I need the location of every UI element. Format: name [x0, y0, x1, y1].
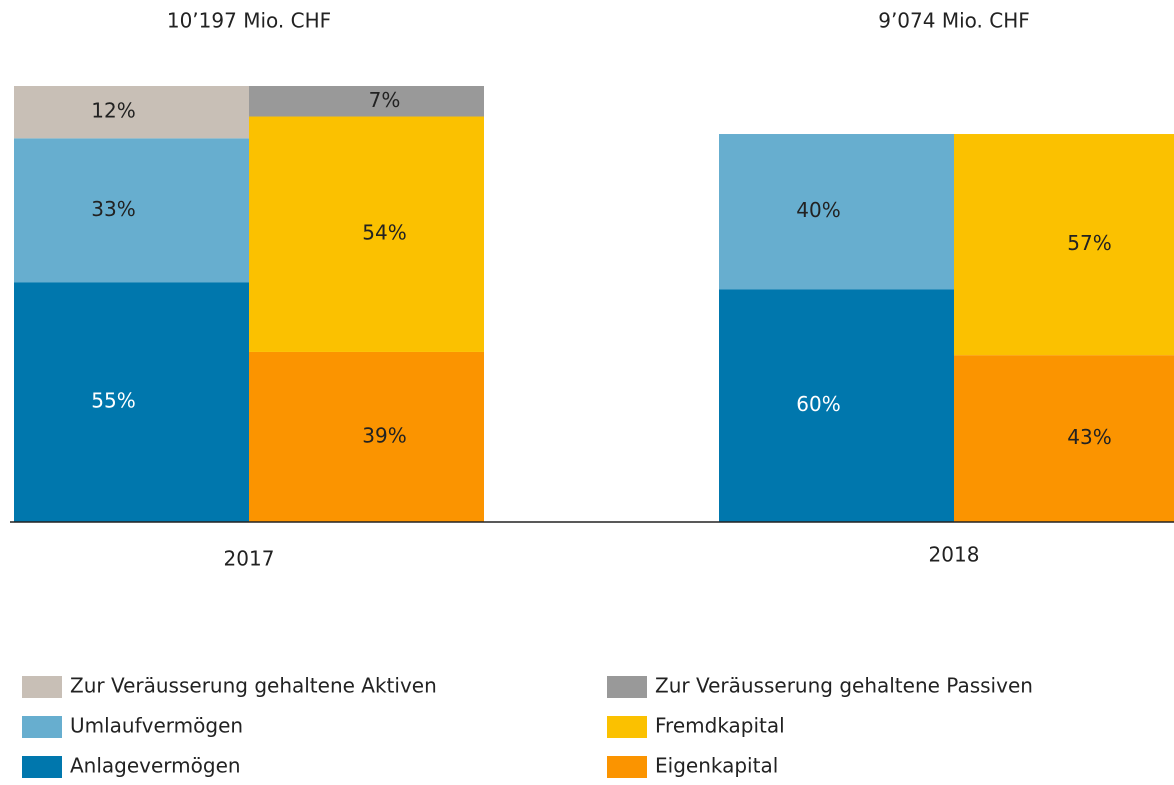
bar-segment: [249, 351, 484, 522]
bar-segment: [14, 282, 249, 522]
legend-label: Umlaufvermögen: [70, 714, 243, 738]
legend-swatch: [607, 756, 647, 778]
total-label: 10’197 Mio. CHF: [167, 9, 331, 33]
bar-segment: [14, 138, 249, 283]
bar-segment: [249, 86, 484, 117]
value-label: 54%: [362, 221, 406, 245]
legend-label: Eigenkapital: [655, 754, 778, 778]
legend-label: Zur Veräusserung gehaltene Aktiven: [70, 674, 437, 698]
value-label: 57%: [1067, 231, 1111, 255]
value-label: 7%: [369, 88, 401, 112]
bar-segment: [14, 86, 249, 139]
x-tick-label: 2018: [929, 543, 980, 567]
legend-swatch: [607, 716, 647, 738]
legend-label: Fremdkapital: [655, 714, 785, 738]
x-tick-label: 2017: [224, 547, 275, 571]
value-label: 40%: [796, 198, 840, 222]
legend-swatch: [607, 676, 647, 698]
legend-swatch: [22, 756, 62, 778]
value-label: 39%: [362, 423, 406, 447]
value-label: 60%: [796, 392, 840, 416]
value-label: 33%: [91, 197, 135, 221]
value-label: 43%: [1067, 425, 1111, 449]
legend-label: Zur Veräusserung gehaltene Passiven: [655, 674, 1033, 698]
value-label: 12%: [91, 99, 135, 123]
bar-segment: [954, 355, 1174, 522]
value-label: 55%: [91, 389, 135, 413]
legend-swatch: [22, 676, 62, 698]
legend-swatch: [22, 716, 62, 738]
total-label: 9’074 Mio. CHF: [878, 9, 1030, 33]
bar-segment: [249, 116, 484, 352]
bar-segment: [719, 289, 954, 522]
bar-segment: [719, 134, 954, 290]
bar-segment: [954, 134, 1174, 356]
legend-label: Anlagevermögen: [70, 754, 241, 778]
